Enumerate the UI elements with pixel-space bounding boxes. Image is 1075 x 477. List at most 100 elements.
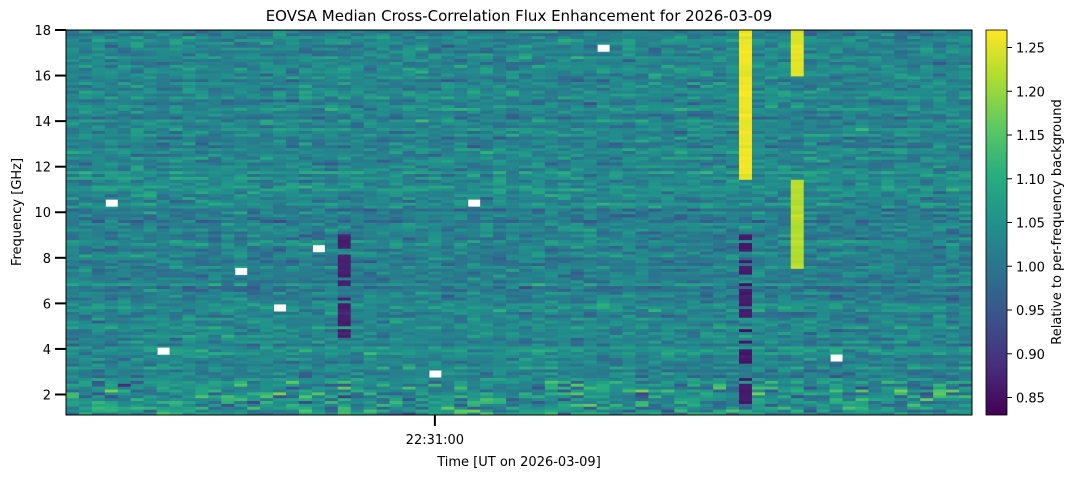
heatmap-cell [402, 300, 416, 304]
heatmap-cell [78, 32, 93, 37]
heatmap-cell [389, 380, 403, 384]
heatmap-cell [311, 179, 326, 183]
heatmap-cell [117, 208, 132, 212]
heatmap-cell [78, 64, 93, 68]
heatmap-cell [467, 392, 481, 396]
heatmap-cell [402, 360, 416, 364]
heatmap-cell [91, 389, 106, 393]
heatmap-cell [260, 236, 274, 241]
heatmap-cell [506, 98, 520, 103]
heatmap-cell [247, 265, 261, 269]
heatmap-cell [324, 61, 339, 65]
heatmap-cell [104, 153, 119, 157]
heatmap-cell [441, 357, 455, 361]
heatmap-cell [117, 199, 132, 203]
heatmap-cell [78, 291, 93, 295]
heatmap-cell [428, 282, 442, 287]
heatmap-cell [104, 159, 119, 163]
heatmap-cell [298, 162, 313, 166]
heatmap-cell [286, 167, 300, 172]
heatmap-cell [130, 130, 145, 134]
heatmap-cell [260, 70, 274, 74]
heatmap-cell [506, 400, 520, 404]
heatmap-cell [78, 70, 93, 74]
heatmap-cell [130, 360, 145, 364]
heatmap-cell [363, 47, 378, 51]
heatmap-cell [195, 179, 209, 183]
heatmap-cell [169, 245, 183, 249]
heatmap-cell [182, 343, 196, 347]
heatmap-cell [234, 277, 248, 281]
heatmap-cell [389, 377, 403, 381]
heatmap-cell [298, 176, 313, 180]
heatmap-cell [78, 113, 93, 117]
heatmap-cell [169, 297, 183, 301]
heatmap-cell [260, 150, 274, 154]
heatmap-cell [117, 320, 132, 324]
heatmap-cell [480, 93, 494, 97]
heatmap-cell [441, 305, 455, 310]
heatmap-cell [273, 380, 287, 384]
heatmap-cell [298, 271, 313, 275]
heatmap-cell [143, 139, 157, 143]
heatmap-cell [415, 348, 429, 353]
heatmap-cell [247, 153, 261, 157]
heatmap-cell [117, 294, 132, 298]
heatmap-cell [260, 346, 274, 350]
heatmap-cell [454, 47, 468, 51]
heatmap-cell [298, 233, 313, 238]
heatmap-cell [454, 41, 468, 45]
heatmap-cell [363, 228, 378, 232]
heatmap-cell [428, 268, 442, 272]
heatmap-cell [311, 360, 326, 364]
heatmap-cell [66, 211, 80, 215]
heatmap-cell [415, 277, 429, 281]
heatmap-cell [480, 288, 494, 292]
heatmap-cell [363, 35, 378, 40]
heatmap-cell [143, 351, 157, 356]
heatmap-cell [519, 101, 533, 106]
heatmap-cell [273, 239, 287, 244]
heatmap-cell [415, 136, 429, 140]
heatmap-cell [389, 389, 403, 393]
heatmap-cell [493, 277, 507, 281]
heatmap-cell [260, 285, 274, 289]
heatmap-cell [506, 354, 520, 358]
heatmap-cell [208, 406, 222, 410]
heatmap-cell [415, 406, 429, 410]
heatmap-cell [91, 360, 106, 364]
heatmap-cell [506, 211, 520, 215]
heatmap-cell [402, 52, 416, 57]
heatmap-cell [493, 386, 507, 390]
heatmap-cell [234, 337, 248, 341]
heatmap-cell [143, 67, 157, 71]
heatmap-cell [480, 236, 494, 241]
heatmap-cell [104, 397, 119, 402]
heatmap-cell [182, 245, 196, 249]
heatmap-cell [156, 285, 170, 289]
heatmap-cell [402, 156, 416, 160]
heatmap-cell [91, 35, 106, 40]
heatmap-cell [66, 363, 80, 367]
heatmap-cell [260, 369, 274, 373]
heatmap-cell [324, 52, 339, 57]
heatmap-cell [454, 348, 468, 353]
heatmap-cell [169, 67, 183, 71]
heatmap-cell [260, 35, 274, 40]
heatmap-cell [104, 64, 119, 68]
heatmap-cell [467, 216, 481, 221]
heatmap-cell [363, 185, 378, 189]
heatmap-cell [480, 305, 494, 310]
heatmap-cell [519, 211, 533, 215]
heatmap-cell [143, 231, 157, 235]
heatmap-cell [143, 374, 157, 379]
heatmap-cell [130, 394, 145, 399]
heatmap-cell [428, 305, 442, 310]
heatmap-cell [130, 196, 145, 200]
heatmap-cell [519, 305, 533, 310]
heatmap-cell [519, 294, 533, 298]
heatmap-cell [415, 236, 429, 241]
heatmap-cell [104, 259, 119, 264]
heatmap-cell [156, 383, 170, 387]
heatmap-cell [195, 119, 209, 123]
